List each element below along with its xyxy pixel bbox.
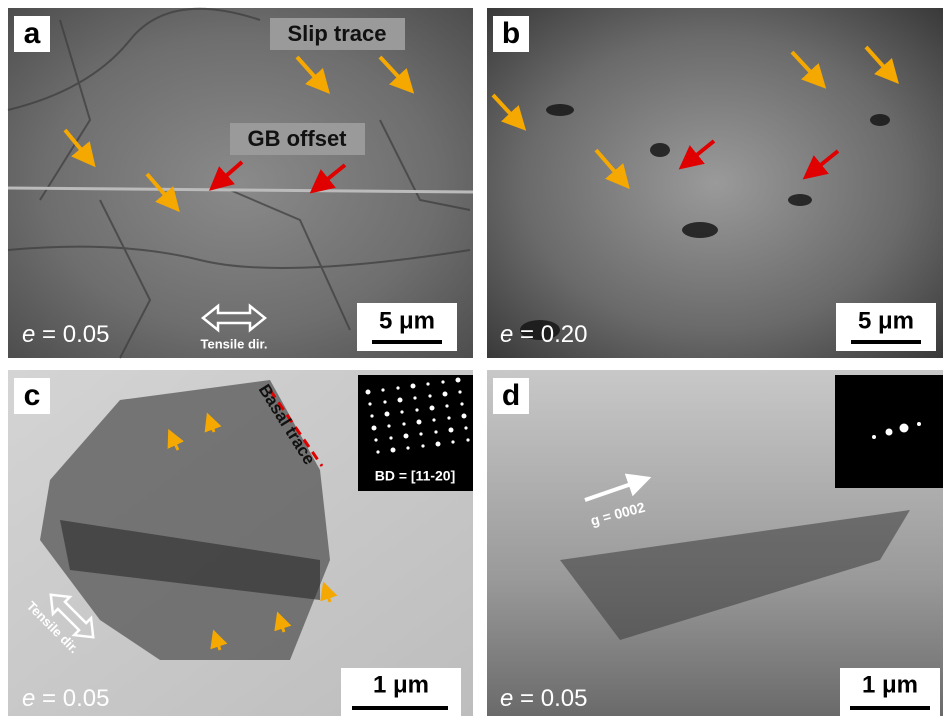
scale-bar-label: 5 μm [379,307,435,334]
strain-value: = 0.05 [42,321,109,348]
spot [428,394,431,397]
strain-label: e = 0.20 [500,321,587,348]
spot [402,422,405,425]
spot [441,380,444,383]
spot [458,390,461,393]
spot [449,428,454,433]
spot [383,400,386,403]
spot [419,432,422,435]
spot [396,386,399,389]
spot [366,390,371,395]
strain-symbol: e [22,685,35,712]
spot [398,398,403,403]
spot [404,434,409,439]
spot [436,442,441,447]
spot [385,412,390,417]
spot [415,408,418,411]
panel-c: c Basal trace BD = [11-20] Tensile dir. … [8,370,473,716]
strain-label: e = 0.05 [22,685,109,712]
spot [406,446,409,449]
strain-label: e = 0.05 [22,321,109,348]
spot [389,436,392,439]
strain-value: = 0.05 [520,685,587,712]
spot [372,426,377,431]
spot [445,404,448,407]
panel-d: d g = 0002 e = 0.05 1 μm [487,370,943,716]
spot [432,418,435,421]
strain-label: e = 0.05 [500,685,587,712]
spot [417,420,422,425]
spot [426,382,429,385]
figure: a Slip trace GB offset Tensile dir. e = … [0,0,943,716]
strain-symbol: e [500,321,513,348]
spot [374,438,377,441]
strain-symbol: e [22,321,35,348]
spot [411,384,416,389]
scale-bar-label: 5 μm [858,307,914,334]
spot [430,406,435,411]
spot [387,424,390,427]
spot [464,426,467,429]
spot [421,444,424,447]
panel-b: b e = 0.20 5 μm [487,8,943,358]
strain-value: = 0.05 [42,685,109,712]
spot [391,448,396,453]
annotation: Slip trace [287,21,386,46]
spot [460,402,463,405]
annotation: GB offset [248,126,348,151]
spot [451,440,454,443]
direction-label: Tensile dir. [201,336,268,351]
strain-value: = 0.20 [520,321,587,348]
spot [434,430,437,433]
spot [456,378,461,383]
spot [447,416,450,419]
spot [376,450,379,453]
spot [400,410,403,413]
spot [466,438,469,441]
spot [443,392,448,397]
spot [462,414,467,419]
panel-label: c [24,379,41,412]
panel-a: a Slip trace GB offset Tensile dir. e = … [8,8,473,358]
spot [413,396,416,399]
strain-symbol: e [500,685,513,712]
inset-label: BD = [11-20] [375,468,456,484]
panel-label: d [502,379,520,412]
spot [381,388,384,391]
panel-label: a [24,17,41,50]
panel-label: b [502,17,520,50]
spot [368,402,371,405]
scale-bar-label: 1 μm [373,671,429,698]
scale-bar-label: 1 μm [862,671,918,698]
spot [370,414,373,417]
